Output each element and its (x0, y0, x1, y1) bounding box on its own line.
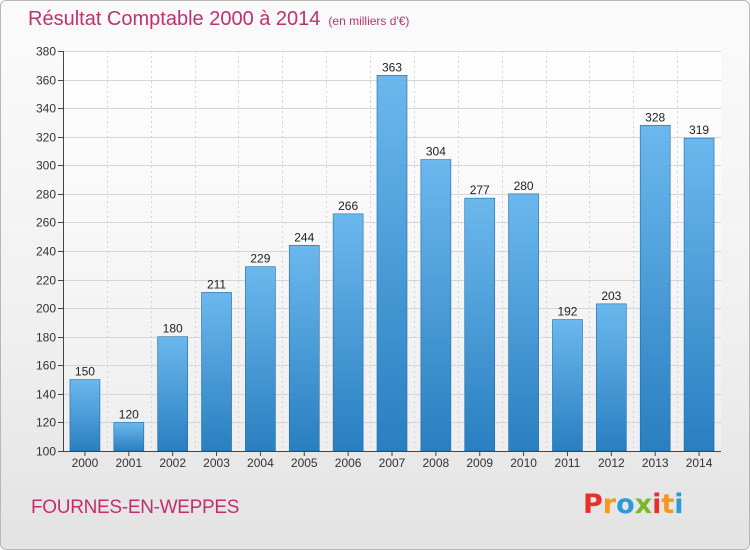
bar (245, 266, 276, 452)
y-tick-label: 120 (36, 416, 56, 430)
logo-letter: P (583, 489, 603, 520)
data-label: 180 (163, 322, 183, 336)
bar (683, 137, 715, 452)
bar (157, 336, 188, 452)
y-tick-label: 200 (36, 302, 56, 316)
place-name: FOURNES-EN-WEPPES (31, 497, 240, 518)
data-label: 266 (338, 199, 358, 213)
data-label: 280 (514, 179, 534, 193)
data-label: 203 (601, 289, 621, 303)
data-label: 319 (689, 123, 709, 137)
x-tick-label: 2014 (686, 456, 713, 470)
logo-letter: o (616, 489, 635, 520)
x-tick-label: 2003 (203, 456, 230, 470)
y-tick-label: 260 (36, 216, 56, 230)
data-label: 211 (207, 277, 226, 291)
data-label: 150 (75, 365, 95, 379)
x-tick-label: 2011 (555, 456, 581, 470)
data-label: 229 (250, 252, 270, 266)
data-label: 328 (645, 110, 665, 124)
bar (288, 244, 320, 452)
logo-letter: i (652, 489, 662, 520)
x-tick-label: 2012 (598, 456, 625, 470)
bar (69, 379, 101, 452)
logo-letter: i (674, 489, 684, 520)
logo-letter: r (602, 489, 617, 520)
y-tick-label: 340 (36, 102, 56, 116)
x-tick-label: 2005 (291, 456, 318, 470)
x-tick-label: 2010 (510, 456, 537, 470)
bar (420, 159, 452, 452)
x-tick-label: 2009 (466, 456, 493, 470)
x-tick-label: 2001 (115, 456, 142, 470)
bar (464, 197, 496, 452)
chart-title-text: Résultat Comptable 2000 à 2014 (28, 8, 321, 30)
data-label: 304 (426, 145, 446, 159)
bar (639, 124, 671, 452)
bar (596, 303, 627, 452)
y-tick-label: 240 (36, 245, 56, 259)
proxiti-logo: Proxiti (583, 489, 684, 520)
axes (58, 51, 721, 456)
logo-letter: x (634, 489, 653, 520)
x-tick-label: 2002 (159, 456, 186, 470)
y-tick-label: 160 (36, 359, 56, 373)
data-label: 192 (557, 305, 577, 319)
y-tick-label: 180 (36, 331, 56, 345)
y-tick-label: 300 (36, 159, 56, 173)
data-label: 277 (470, 183, 490, 197)
x-tick-label: 2013 (642, 456, 669, 470)
data-label: 244 (294, 230, 314, 244)
data-label: 363 (382, 60, 402, 74)
data-label: 120 (119, 407, 139, 421)
x-tick-label: 2008 (423, 456, 450, 470)
x-tick-label: 2004 (247, 456, 274, 470)
bar (113, 422, 145, 452)
bar (332, 213, 364, 452)
y-tick-label: 100 (36, 445, 56, 459)
x-tick-label: 2007 (379, 456, 406, 470)
y-tick-label: 320 (36, 131, 56, 145)
logo-letter: t (661, 489, 675, 520)
bar (508, 193, 539, 452)
chart-title: Résultat Comptable 2000 à 2014 (en millie… (28, 8, 409, 31)
y-tick-label: 380 (36, 45, 56, 59)
bar (376, 74, 408, 452)
chart-unit-note: (en milliers d'€) (328, 14, 410, 28)
x-tick-label: 2000 (72, 456, 99, 470)
bar (201, 292, 232, 452)
x-tick-label: 2006 (335, 456, 362, 470)
y-tick-label: 360 (36, 74, 56, 88)
y-tick-label: 140 (36, 388, 56, 402)
labels: 100 120 140 160 180 200 220 240 260 280 300 320 340 3… (36, 45, 713, 471)
y-tick-label: 220 (36, 274, 56, 288)
bars (69, 74, 715, 452)
bar (552, 319, 583, 452)
y-tick-label: 280 (36, 188, 56, 202)
